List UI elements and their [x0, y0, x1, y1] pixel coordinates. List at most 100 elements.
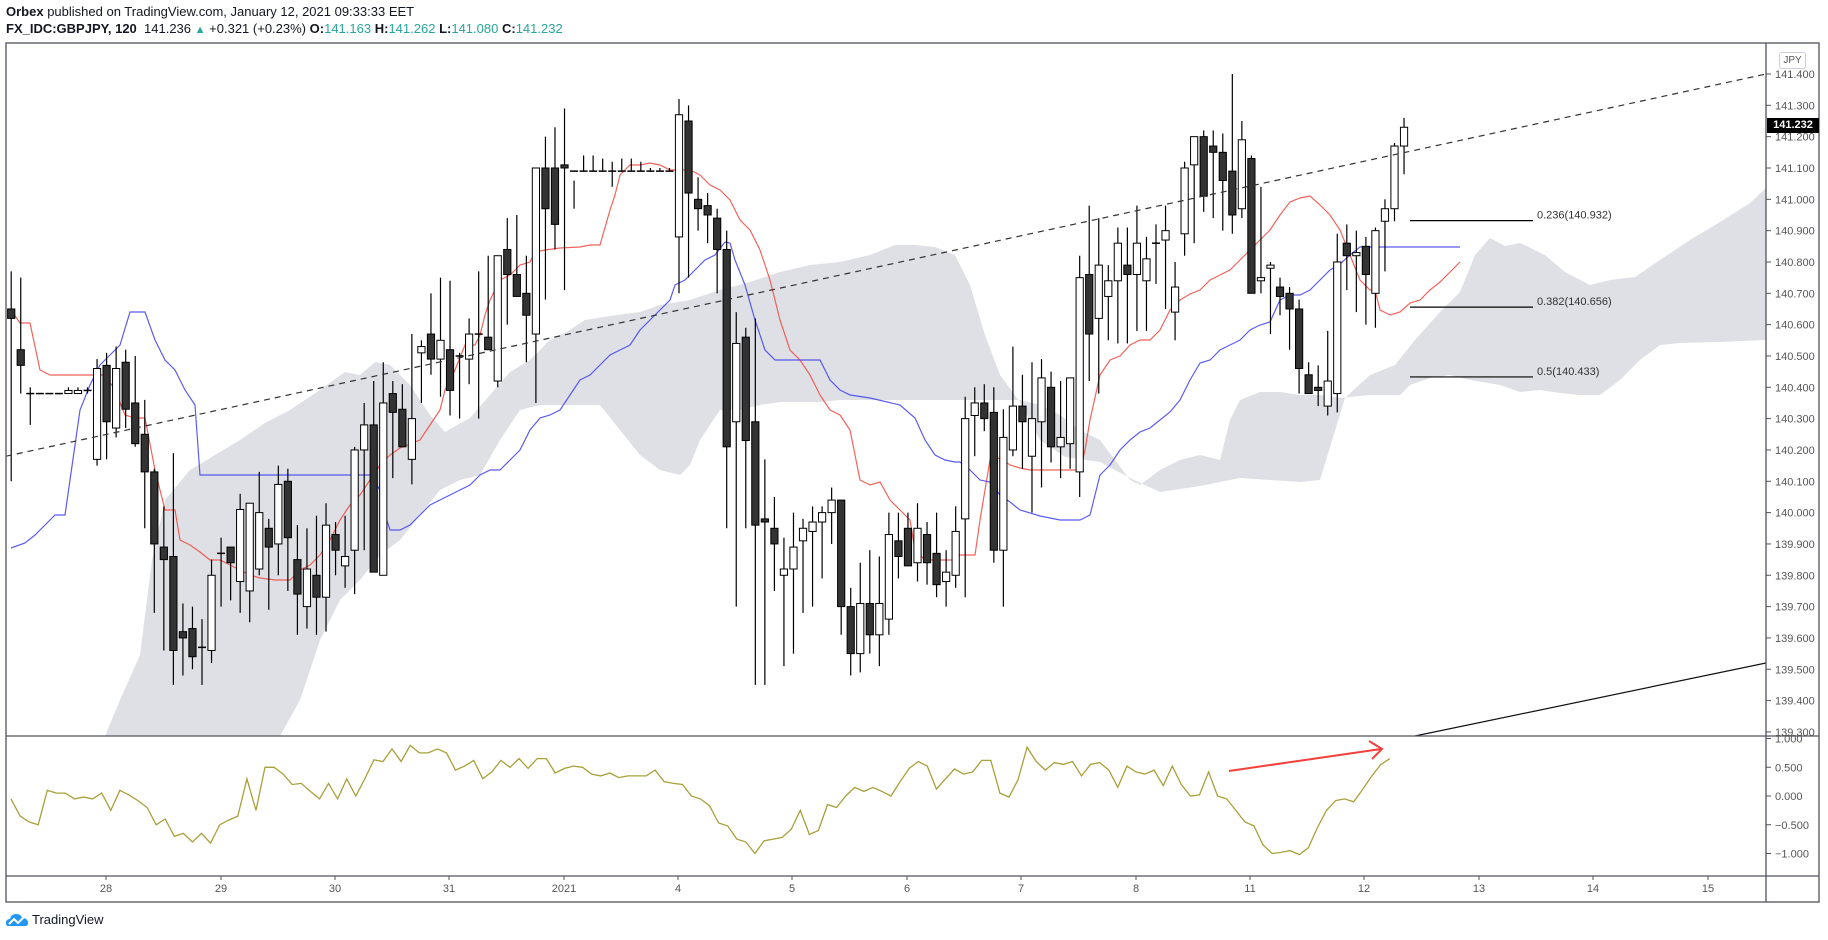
- osc-tick-label: −0.500: [1775, 820, 1809, 832]
- price-tick-label: 140.300: [1775, 414, 1815, 426]
- candle: [1018, 374, 1027, 469]
- candle: [1247, 155, 1256, 294]
- time-tick-label: 29: [215, 883, 227, 895]
- solid-trendline: [1414, 662, 1766, 736]
- candle: [856, 562, 865, 673]
- candle: [779, 537, 789, 667]
- candle: [560, 108, 569, 291]
- price-tick-label: 139.700: [1775, 602, 1815, 614]
- time-tick-label: 5: [789, 883, 795, 895]
- candle: [932, 512, 941, 598]
- candle: [1256, 186, 1266, 294]
- time-tick-label: 30: [329, 883, 341, 895]
- ichimoku-lines: [10, 162, 1461, 581]
- time-tick-label: 2021: [552, 883, 576, 895]
- candle: [92, 359, 102, 466]
- last-price-tag: 141.232: [1767, 118, 1819, 133]
- candle: [1123, 227, 1132, 344]
- tradingview-logo-icon: [6, 913, 28, 926]
- candle: [999, 409, 1008, 607]
- candle: [236, 493, 245, 613]
- low-label: L:: [439, 21, 452, 36]
- candle: [131, 355, 140, 447]
- time-tick-label: 4: [675, 883, 681, 895]
- candle: [684, 105, 693, 278]
- candle: [274, 465, 283, 576]
- candle: [1113, 227, 1122, 344]
- publish-info: Orbex published on TradingView.com, Janu…: [6, 4, 414, 20]
- price-tick-label: 140.800: [1775, 257, 1815, 269]
- candle: [1180, 161, 1189, 256]
- candle: [1027, 362, 1037, 513]
- time-tick-label: 6: [904, 883, 910, 895]
- candle: [951, 506, 960, 588]
- candle: [1037, 359, 1046, 488]
- candle: [445, 280, 455, 416]
- publisher-name: Orbex: [6, 4, 44, 19]
- candle: [617, 158, 626, 172]
- currency-badge[interactable]: JPY: [1779, 52, 1806, 69]
- candle: [293, 525, 302, 635]
- osc-tick-label: 1.000: [1775, 734, 1803, 746]
- up-triangle-icon: ▲: [194, 24, 206, 36]
- candle: [207, 559, 216, 664]
- candle: [646, 167, 655, 172]
- candle: [455, 352, 464, 419]
- price-tick-label: 140.100: [1775, 476, 1815, 488]
- price-tick-label: 139.500: [1775, 664, 1815, 676]
- candle: [579, 155, 588, 172]
- candle: [1132, 205, 1142, 331]
- price-tick-label: 140.200: [1775, 445, 1815, 457]
- candle: [379, 362, 388, 576]
- candle: [627, 158, 636, 172]
- price-tick-label: 141.400: [1775, 69, 1815, 81]
- time-tick-label: 15: [1702, 883, 1714, 895]
- time-tick-label: 11: [1244, 883, 1255, 895]
- candle: [846, 587, 855, 676]
- candle: [331, 522, 340, 576]
- candle: [169, 453, 178, 685]
- open-value: 141.163: [324, 21, 372, 36]
- symbol-name[interactable]: FX_IDC:GBPJPY, 120: [6, 21, 137, 36]
- candle: [1333, 233, 1342, 413]
- candle: [1323, 330, 1332, 416]
- price-tick-label: 141.300: [1775, 100, 1815, 112]
- candle: [1008, 346, 1017, 457]
- candle: [1304, 362, 1313, 395]
- candle: [1361, 236, 1370, 325]
- candle: [140, 399, 149, 529]
- candle: [894, 512, 903, 579]
- candle: [245, 502, 254, 623]
- candle: [1199, 130, 1208, 212]
- price-tick-label: 140.900: [1775, 226, 1815, 238]
- candle: [398, 384, 407, 448]
- candle: [1314, 365, 1323, 407]
- candle: [884, 512, 893, 635]
- chart-frame: [5, 42, 1820, 903]
- candle: [522, 255, 531, 363]
- time-tick-label: 14: [1587, 883, 1599, 895]
- candle: [760, 459, 769, 685]
- kijun-sen-line: [10, 241, 1460, 549]
- candle: [64, 387, 73, 395]
- candle: [83, 387, 92, 394]
- change-value: +0.321 (+0.23%): [209, 21, 307, 36]
- open-label: O:: [309, 21, 325, 36]
- candle: [1075, 255, 1084, 497]
- candle: [341, 515, 350, 588]
- candle: [1104, 265, 1113, 341]
- candle: [159, 506, 168, 651]
- candle: [1085, 205, 1094, 382]
- candle: [818, 506, 827, 579]
- candle: [264, 518, 273, 610]
- candle: [7, 271, 16, 482]
- time-tick-label: 31: [443, 883, 455, 895]
- candle: [570, 170, 579, 209]
- candle: [608, 161, 617, 187]
- tenkan-sen-line: [10, 162, 1461, 581]
- candle: [989, 387, 998, 563]
- tradingview-footer[interactable]: TradingView: [6, 912, 104, 927]
- candle: [942, 550, 951, 607]
- dashed-trendline: [6, 73, 1766, 457]
